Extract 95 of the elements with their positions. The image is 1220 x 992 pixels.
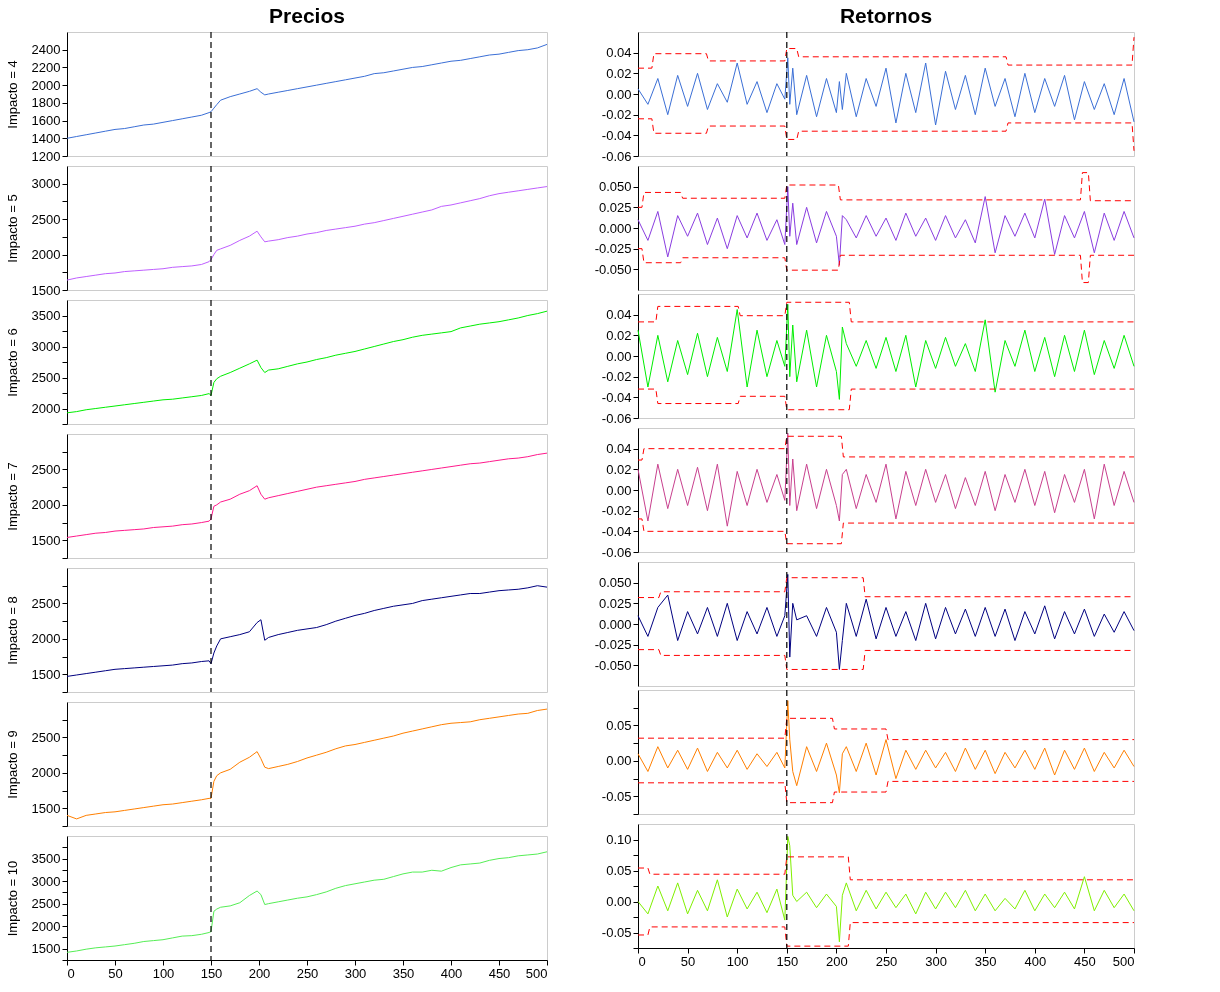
y-tick-label: 2400 [31,42,61,58]
y-tick-label: 0.04 [606,45,632,61]
y-tick-label: 1500 [31,532,61,548]
y-tick-label: -0.050 [594,657,632,673]
y-tick-label: -0.04 [601,127,632,143]
y-tick-label: 0.050 [598,575,632,591]
y-tick-label: 0.04 [606,307,632,323]
y-tick-label: 3000 [31,339,61,354]
x-tick-label: 150 [776,953,799,969]
y-tick-label: 1400 [31,130,61,146]
y-tick-label: 2500 [31,729,61,745]
y-tick-label: -0.04 [601,523,632,539]
y-axis-title: Impacto = 6 [4,328,20,397]
x-tick-label: 50 [680,953,696,969]
y-tick-label: 0.05 [606,717,632,733]
y-tick-label: 0.02 [606,65,632,81]
x-tick-label: 400 [1024,953,1047,969]
y-tick-label: -0.05 [601,925,632,940]
y-tick-label: 0.050 [598,179,632,195]
y-tick-label: 1600 [31,113,61,129]
y-axis-title: Impacto = 8 [4,596,20,665]
y-tick-label: 3500 [31,851,61,867]
y-tick-label: 1500 [31,666,61,682]
y-tick-label: 0.05 [606,863,632,878]
x-tick-label: 150 [200,965,223,981]
y-axis-title: Impacto = 10 [4,860,20,937]
y-tick-label: 0.02 [606,461,632,477]
y-tick-label: -0.050 [594,261,632,277]
y-tick-label: 2500 [31,896,61,912]
y-tick-label: 2000 [31,765,61,781]
y-tick-label: -0.05 [601,788,632,804]
y-tick-label: 1200 [31,148,61,164]
y-axis-title: Impacto = 9 [4,730,20,799]
x-tick-label: 100 [726,953,749,969]
y-tick-label: 2000 [31,918,61,934]
y-tick-label: 2000 [31,247,61,263]
y-tick-label: 2500 [31,211,61,227]
y-tick-label: 1800 [31,95,61,111]
x-tick-label: 0 [67,965,75,981]
y-tick-label: 1500 [31,800,61,816]
x-tick-label: 500 [525,965,548,981]
y-tick-label: -0.025 [594,637,632,653]
y-tick-label: 0.025 [598,199,632,215]
y-tick-label: -0.02 [601,369,632,385]
x-tick-label: 250 [296,965,319,981]
y-tick-label: 0.04 [606,441,632,457]
x-tick-label: 300 [925,953,947,969]
x-tick-label: 450 [1074,953,1096,969]
chart-title: Retornos [839,4,933,28]
y-tick-label: 3000 [31,176,61,192]
x-tick-label: 250 [875,953,898,969]
y-tick-label: 2500 [31,595,61,611]
y-axis-title: Impacto = 7 [4,462,20,531]
y-tick-label: 2000 [31,497,61,513]
x-tick-label: 100 [152,965,175,981]
y-tick-label: 2200 [31,59,61,75]
y-tick-label: -0.06 [601,544,632,560]
x-tick-label: 300 [344,965,367,981]
y-tick-label: 0.000 [598,220,632,236]
y-tick-label: 2500 [31,370,61,385]
x-tick-label: 500 [1112,953,1135,969]
y-axis-title: Impacto = 5 [4,194,20,263]
x-tick-label: 350 [392,965,415,981]
chart-title: Precios [269,4,345,28]
y-tick-label: 2000 [31,401,61,416]
y-tick-label: 1500 [31,282,61,298]
x-tick-label: 50 [108,965,123,981]
y-axis-title: Impacto = 4 [4,60,20,129]
y-tick-label: 0.00 [606,348,632,364]
y-tick-label: 2000 [31,77,61,93]
y-tick-label: -0.06 [601,410,632,426]
x-tick-label: 200 [248,965,271,981]
y-tick-label: -0.02 [601,503,632,519]
y-tick-label: 3500 [31,308,61,323]
y-tick-label: 0.00 [606,482,632,498]
x-tick-label: 450 [488,965,511,981]
y-tick-label: 0.00 [606,753,632,769]
y-tick-label: 2500 [31,461,61,477]
y-tick-label: 0.000 [598,616,632,632]
y-tick-label: 0.00 [606,86,632,102]
x-tick-label: 400 [440,965,463,981]
y-tick-label: 0.10 [606,832,632,847]
y-tick-label: 0.025 [598,595,632,611]
y-tick-label: -0.06 [601,148,632,164]
y-tick-label: 0.00 [606,894,632,909]
y-tick-label: -0.02 [601,107,632,123]
y-tick-label: 3000 [31,873,61,889]
y-tick-label: -0.025 [594,241,632,257]
y-tick-label: 1500 [31,941,61,957]
x-tick-label: 200 [826,953,848,969]
x-tick-label: 0 [638,953,646,969]
y-tick-label: 2000 [31,631,61,647]
y-tick-label: -0.04 [601,389,632,405]
x-tick-label: 350 [974,953,997,969]
y-tick-label: 0.02 [606,327,632,343]
